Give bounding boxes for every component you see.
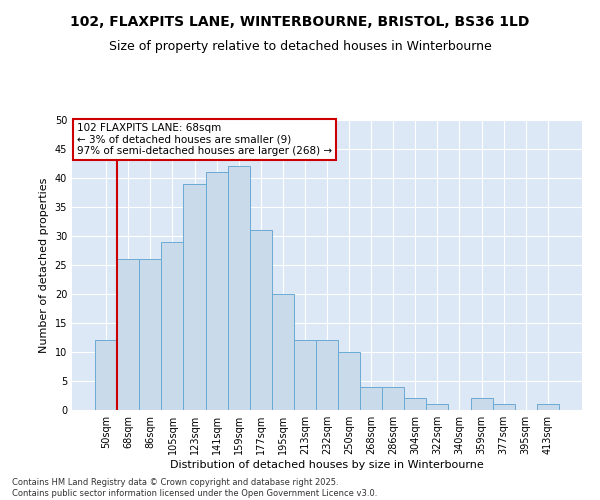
Text: Contains HM Land Registry data © Crown copyright and database right 2025.
Contai: Contains HM Land Registry data © Crown c… [12,478,377,498]
Bar [184,184,206,410]
Bar [404,398,427,410]
Y-axis label: Number of detached properties: Number of detached properties [39,178,49,352]
Bar [139,259,161,410]
Bar [470,398,493,410]
Bar [493,404,515,410]
Bar [360,387,382,410]
X-axis label: Distribution of detached houses by size in Winterbourne: Distribution of detached houses by size … [170,460,484,470]
Text: 102, FLAXPITS LANE, WINTERBOURNE, BRISTOL, BS36 1LD: 102, FLAXPITS LANE, WINTERBOURNE, BRISTO… [70,15,530,29]
Bar [427,404,448,410]
Bar [316,340,338,410]
Bar [117,259,139,410]
Text: 102 FLAXPITS LANE: 68sqm
← 3% of detached houses are smaller (9)
97% of semi-det: 102 FLAXPITS LANE: 68sqm ← 3% of detache… [77,123,332,156]
Bar [227,166,250,410]
Text: Size of property relative to detached houses in Winterbourne: Size of property relative to detached ho… [109,40,491,53]
Bar [272,294,294,410]
Bar [294,340,316,410]
Bar [338,352,360,410]
Bar [95,340,117,410]
Bar [537,404,559,410]
Bar [250,230,272,410]
Bar [161,242,184,410]
Bar [382,387,404,410]
Bar [206,172,227,410]
